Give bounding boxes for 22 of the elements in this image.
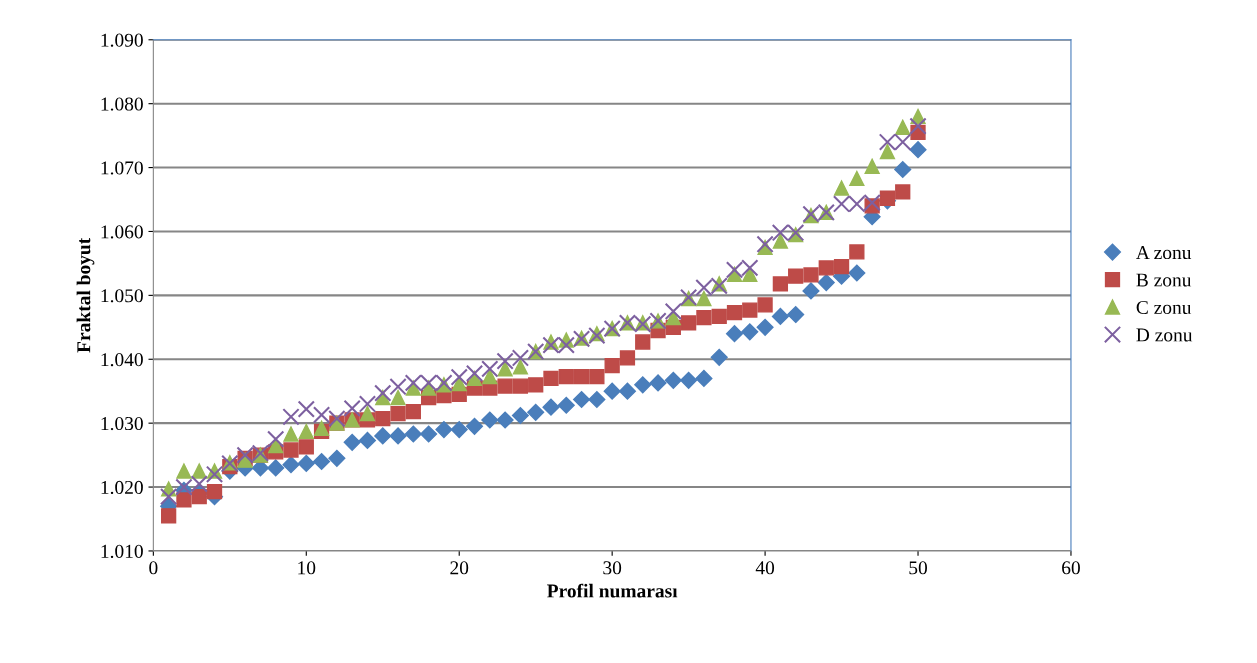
x-tick-label: 20 (450, 561, 469, 575)
y-tick-label: 1.040 (101, 353, 143, 367)
legend-label: B zonu (1136, 273, 1192, 287)
x-tick-label: 0 (149, 561, 158, 575)
y-tick-label: 1.060 (101, 225, 143, 239)
x-tick-label: 60 (1062, 561, 1080, 575)
x-axis-title: Profil numarası (547, 583, 678, 598)
y-tick-label: 1.090 (101, 33, 143, 47)
y-tick-label: 1.010 (101, 544, 143, 558)
x-tick-label: 10 (298, 561, 316, 575)
x-tick-label: 40 (755, 561, 775, 575)
y-axis-title: Fraktal boyut (76, 237, 95, 353)
y-tick-label: 1.020 (101, 480, 143, 495)
x-tick-label: 50 (909, 561, 928, 575)
y-tick-label: 1.080 (101, 97, 143, 111)
y-tick-label: 1.030 (101, 416, 143, 431)
legend-label: A zonu (1136, 246, 1192, 260)
y-tick-label: 1.050 (101, 289, 143, 303)
y-tick-label: 1.070 (101, 161, 143, 175)
legend-label: D zonu (1136, 328, 1193, 342)
legend-label: C zonu (1136, 300, 1192, 315)
x-tick-label: 30 (603, 561, 622, 575)
